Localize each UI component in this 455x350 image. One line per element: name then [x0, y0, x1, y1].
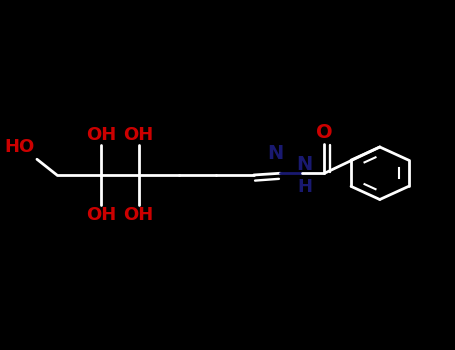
Text: OH: OH [86, 206, 116, 224]
Text: O: O [316, 123, 333, 142]
Text: OH: OH [86, 126, 116, 144]
Text: OH: OH [124, 206, 154, 224]
Text: N: N [268, 145, 284, 163]
Text: H: H [297, 177, 312, 196]
Text: OH: OH [124, 126, 154, 144]
Text: HO: HO [5, 139, 35, 156]
Text: N: N [297, 155, 313, 174]
